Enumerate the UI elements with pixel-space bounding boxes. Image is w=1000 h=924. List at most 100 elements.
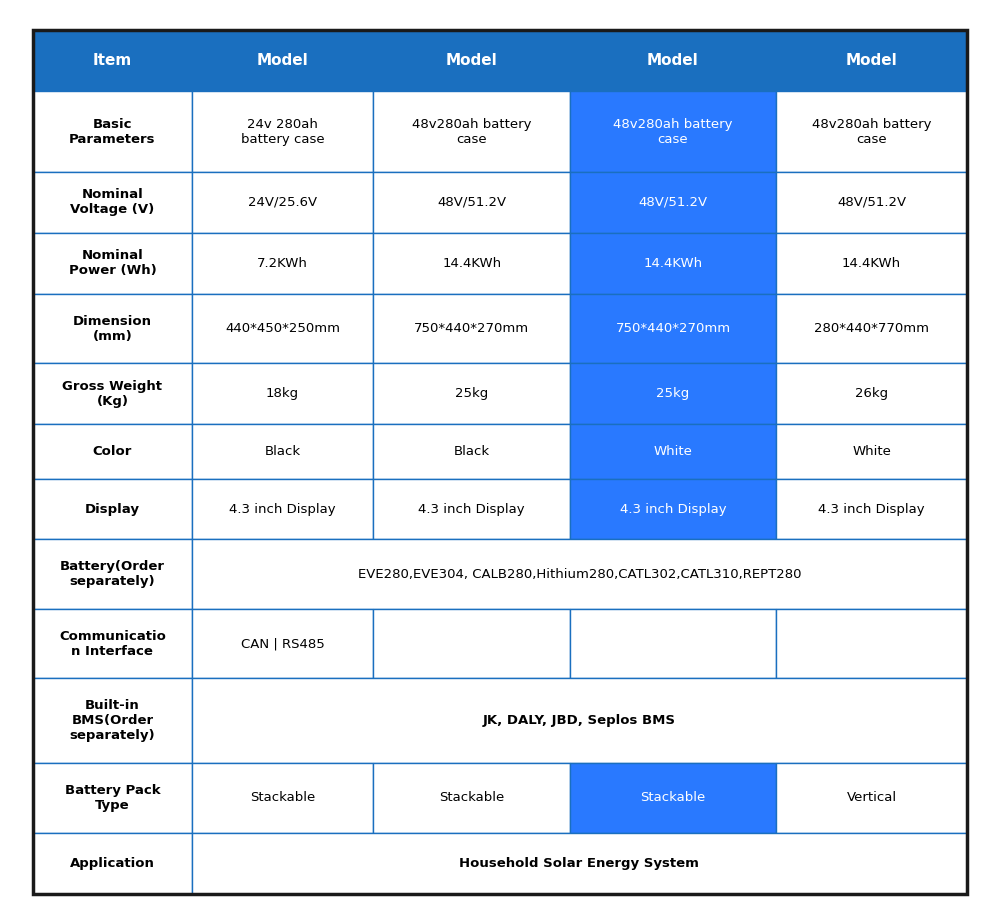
Text: Stackable: Stackable [250,791,315,804]
Bar [373,233,570,294]
Text: 48v280ah battery
case: 48v280ah battery case [613,117,733,146]
Text: 24V/25.6V: 24V/25.6V [248,196,317,209]
Text: 26kg: 26kg [855,387,888,400]
Text: 18kg: 18kg [266,387,299,400]
Text: Display: Display [85,503,140,516]
Text: Item: Item [93,54,132,68]
Text: Stackable: Stackable [439,791,504,804]
Bar [33,763,192,833]
Bar [33,678,192,763]
Text: Application: Application [70,857,155,869]
Bar [192,172,373,233]
Bar [373,294,570,363]
Bar [33,91,192,172]
Text: JK, DALY, JBD, Seplos BMS: JK, DALY, JBD, Seplos BMS [483,714,676,727]
Bar [33,479,192,540]
Bar [33,172,192,233]
Bar [33,833,192,894]
Bar [33,609,192,678]
Bar [192,233,373,294]
Text: 48V/51.2V: 48V/51.2V [437,196,506,209]
Text: Model: Model [846,54,897,68]
Bar [192,91,373,172]
Bar [776,91,967,172]
Bar [776,763,967,833]
Bar [570,294,776,363]
Text: Black: Black [265,445,301,458]
Bar [776,479,967,540]
Text: Black: Black [454,445,490,458]
Text: Communicatio
n Interface: Communicatio n Interface [59,629,166,658]
Text: White: White [852,445,891,458]
Bar [33,294,192,363]
Bar [373,609,570,678]
Bar [570,233,776,294]
Bar [33,30,192,91]
Bar [192,479,373,540]
Text: 48v280ah battery
case: 48v280ah battery case [412,117,531,146]
Text: Model: Model [257,54,308,68]
Bar [33,424,192,479]
Text: 24v 280ah
battery case: 24v 280ah battery case [241,117,324,146]
Text: 4.3 inch Display: 4.3 inch Display [818,503,925,516]
Bar [192,609,373,678]
Text: Household Solar Energy System: Household Solar Energy System [459,857,699,869]
Text: White: White [654,445,692,458]
Bar [192,540,967,609]
Bar [776,172,967,233]
Bar [192,763,373,833]
Text: Stackable: Stackable [640,791,706,804]
Text: 14.4KWh: 14.4KWh [643,257,703,270]
Text: 48v280ah battery
case: 48v280ah battery case [812,117,931,146]
Bar [570,479,776,540]
Text: Dimension
(mm): Dimension (mm) [73,314,152,343]
Bar [373,30,570,91]
Text: 750*440*270mm: 750*440*270mm [414,322,529,335]
Text: 14.4KWh: 14.4KWh [842,257,901,270]
Bar [192,678,967,763]
Text: Gross Weight
(Kg): Gross Weight (Kg) [62,380,162,407]
Bar [776,233,967,294]
Text: Basic
Parameters: Basic Parameters [69,117,156,146]
Bar [192,424,373,479]
Bar [570,363,776,424]
Text: 14.4KWh: 14.4KWh [442,257,501,270]
Bar [373,91,570,172]
Text: 48V/51.2V: 48V/51.2V [638,196,708,209]
Text: 440*450*250mm: 440*450*250mm [225,322,340,335]
Bar [776,294,967,363]
Bar [373,363,570,424]
Bar [33,540,192,609]
Text: Nominal
Voltage (V): Nominal Voltage (V) [70,188,155,216]
Bar [373,172,570,233]
Text: 4.3 inch Display: 4.3 inch Display [620,503,726,516]
Text: Model: Model [446,54,498,68]
Text: Battery Pack
Type: Battery Pack Type [65,784,160,812]
Bar [570,172,776,233]
Text: 4.3 inch Display: 4.3 inch Display [229,503,336,516]
Bar [33,233,192,294]
Text: 4.3 inch Display: 4.3 inch Display [418,503,525,516]
Bar [373,763,570,833]
Bar [776,424,967,479]
Bar [570,763,776,833]
Text: 25kg: 25kg [656,387,690,400]
Bar [776,30,967,91]
Text: Nominal
Power (Wh): Nominal Power (Wh) [69,249,156,277]
Text: 48V/51.2V: 48V/51.2V [837,196,906,209]
Bar [192,30,373,91]
Text: 280*440*770mm: 280*440*770mm [814,322,929,335]
Bar [570,424,776,479]
Bar [33,363,192,424]
Bar [192,294,373,363]
Bar [570,91,776,172]
Bar [373,479,570,540]
Bar [776,609,967,678]
Text: 750*440*270mm: 750*440*270mm [615,322,731,335]
Text: Built-in
BMS(Order
separately): Built-in BMS(Order separately) [70,699,155,742]
Bar [776,363,967,424]
Text: CAN | RS485: CAN | RS485 [241,638,324,650]
Bar [570,609,776,678]
Text: Color: Color [93,445,132,458]
Bar [192,833,967,894]
